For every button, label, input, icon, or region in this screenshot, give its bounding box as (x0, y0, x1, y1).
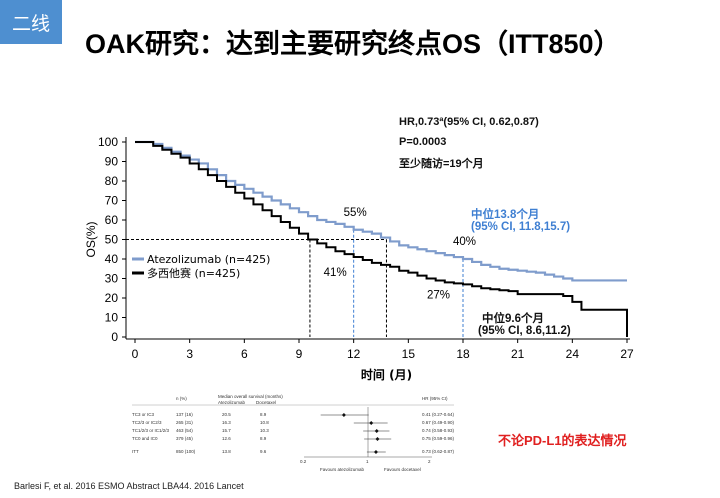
forest-row-4-atezo: 13.8 (222, 449, 231, 454)
x-tick-label-18: 18 (456, 347, 470, 361)
y-axis-label: OS(%) (84, 221, 98, 257)
forest-tick-0: 0.2 (300, 459, 307, 464)
median-atezo-ci: (95% CI, 11.8,15.7) (471, 221, 571, 233)
forest-plot-graphic (132, 404, 454, 458)
y-tick-label-100: 100 (98, 135, 118, 149)
x-tick-label-21: 21 (511, 347, 525, 361)
forest-row-3-atezo: 12.6 (222, 436, 231, 441)
forest-row-3-n: 379 (45) (176, 436, 193, 441)
series-line-1 (135, 141, 628, 337)
x-tick-label-9: 9 (296, 347, 303, 361)
forest-row-1-atezo: 16.3 (222, 420, 231, 425)
forest-row-4-doce: 9.6 (260, 449, 267, 454)
forest-row-0-group: TC3 or IC3 (132, 412, 155, 417)
legend-label-0: Atezolizumab (n=425) (147, 253, 270, 266)
x-tick-label-0: 0 (132, 347, 139, 361)
legend-label-1: 多西他赛 (n=425) (147, 266, 240, 280)
y-tick-label-40: 40 (105, 252, 119, 266)
section-tag: 二线 (0, 0, 62, 44)
x-axis-label: 时间 (月) (361, 367, 412, 382)
forest-favours-left: Favours atezolizumab (320, 467, 365, 472)
followup-text: 至少随访=19个月 (399, 158, 484, 170)
forest-point-0 (341, 413, 346, 417)
forest-row-3-hr: 0.75 (0.59-0.96) (422, 436, 455, 441)
forest-favours-right: Favours docetaxel (384, 467, 421, 472)
median-atezo-label: 中位13.8个月 (471, 209, 540, 221)
forest-header-arm2: Docetaxel (256, 400, 277, 405)
p-value-text: P=0.0003 (399, 136, 447, 148)
y-tick-label-10: 10 (105, 311, 119, 325)
y-tick-label-0: 0 (111, 330, 118, 344)
subgroup-note: 不论PD-L1的表达情况 (498, 433, 627, 448)
x-tick-label-12: 12 (347, 347, 361, 361)
y-tick-label-70: 70 (105, 194, 119, 208)
forest-header-arm1: Atezolizumab (218, 400, 246, 405)
y-tick-label-20: 20 (105, 291, 119, 305)
forest-point-4 (373, 450, 378, 454)
forest-header-hr: HR (95% CI) (422, 396, 448, 401)
forest-marks (320, 413, 392, 454)
median-doce-label: 中位9.6个月 (482, 313, 544, 325)
forest-header-n: n (%) (176, 396, 187, 401)
forest-row-4-n: 850 (100) (176, 449, 196, 454)
y-tick-label-80: 80 (105, 174, 119, 188)
forest-point-1 (369, 421, 374, 425)
y-tick-label-50: 50 (105, 233, 119, 247)
x-tick-label-3: 3 (186, 347, 193, 361)
x-tick-label-6: 6 (241, 347, 248, 361)
y-tick-label-90: 90 (105, 155, 119, 169)
forest-plot: n (%) Median overall survival (months) A… (132, 385, 454, 473)
annotation-0: 55% (344, 207, 367, 219)
x-tick-label-27: 27 (620, 347, 634, 361)
hazard-ratio-text: HR,0.73ª(95% CI, 0.62,0.87) (399, 116, 539, 128)
forest-row-2-atezo: 15.7 (222, 428, 231, 433)
forest-row-4-group: ITT (132, 449, 139, 454)
forest-row-3-group: TC0 and IC0 (132, 436, 158, 441)
forest-row-2-group: TC1/2/3 or IC1/2/3 (132, 428, 170, 433)
annotation-3: 27% (427, 289, 450, 301)
forest-row-0-n: 137 (16) (176, 412, 193, 417)
forest-row-1-doce: 10.8 (260, 420, 269, 425)
forest-row-1-group: TC2/3 or IC2/3 (132, 420, 162, 425)
forest-row-4-hr: 0.73 (0.62-0.87) (422, 449, 455, 454)
forest-row-3-doce: 8.9 (260, 436, 267, 441)
forest-point-3 (375, 437, 380, 441)
citation: Barlesi F, et al. 2016 ESMO Abstract LBA… (14, 481, 244, 491)
forest-row-0-atezo: 20.5 (222, 412, 231, 417)
forest-row-2-doce: 10.3 (260, 428, 269, 433)
x-tick-label-15: 15 (402, 347, 416, 361)
annotation-1: 40% (453, 236, 476, 248)
forest-row-2-n: 463 (54) (176, 428, 193, 433)
page-title: OAK研究：达到主要研究终点OS（ITT850） (85, 29, 621, 59)
median-doce-ci: (95% CI, 8.6,11.2) (478, 325, 571, 337)
forest-tick-1: 1 (366, 459, 369, 464)
forest-row-1-n: 265 (31) (176, 420, 193, 425)
forest-row-0-hr: 0.41 (0.27-0.64) (422, 412, 455, 417)
forest-row-1-hr: 0.67 (0.49-0.90) (422, 420, 455, 425)
x-tick-label-24: 24 (566, 347, 580, 361)
forest-tick-2: 2 (428, 459, 431, 464)
forest-row-0-doce: 8.9 (260, 412, 267, 417)
y-tick-label-30: 30 (105, 272, 119, 286)
forest-row-2-hr: 0.74 (0.58-0.93) (422, 428, 455, 433)
forest-point-2 (374, 429, 379, 433)
series-line-0 (135, 140, 627, 282)
annotation-2: 41% (324, 267, 347, 279)
y-tick-label-60: 60 (105, 213, 119, 227)
forest-header-mos: Median overall survival (months) (218, 394, 283, 399)
